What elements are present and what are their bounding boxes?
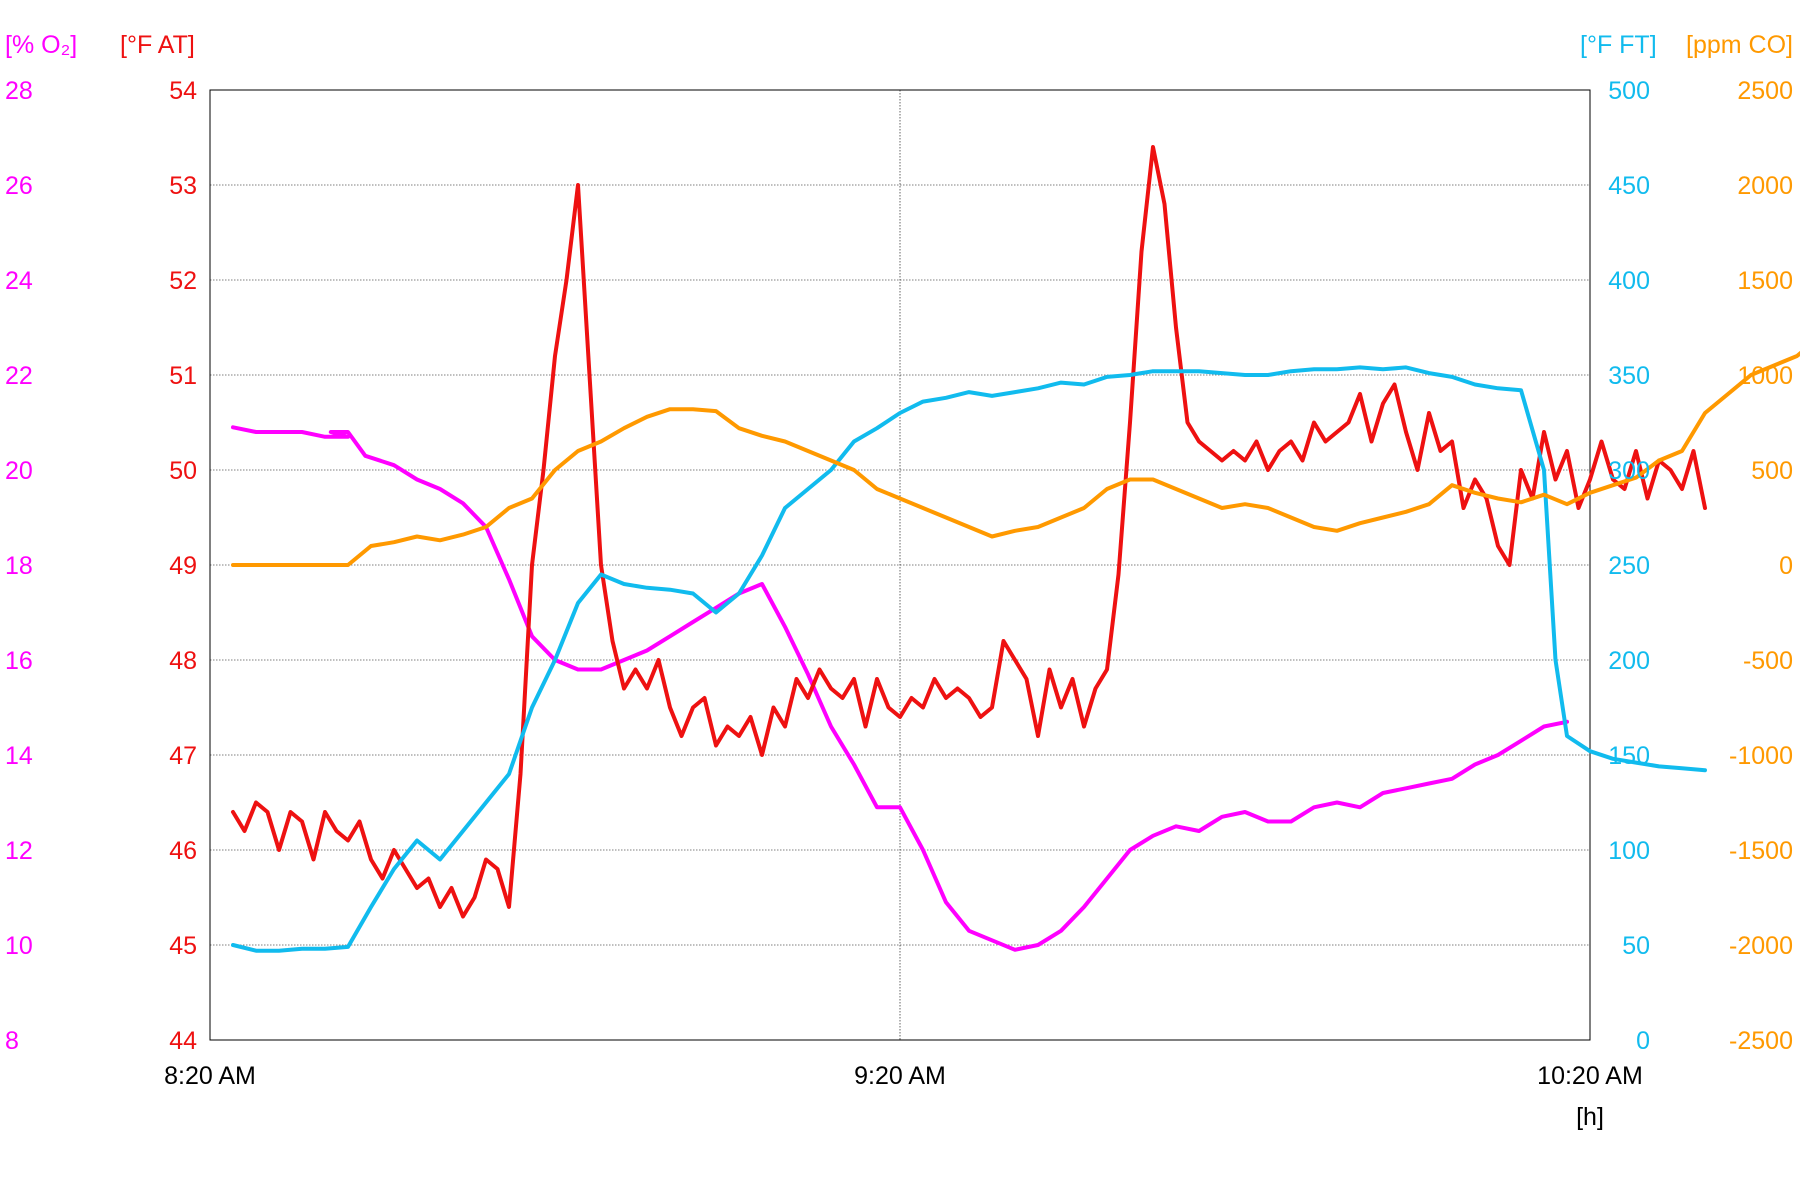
at-tick-label: 46	[169, 837, 197, 865]
at-tick-label: 49	[169, 552, 197, 580]
co-tick-label: -500	[1743, 647, 1793, 675]
o2-tick-label: 22	[5, 362, 33, 390]
at-tick-label: 44	[169, 1027, 197, 1055]
ft-tick-label: 100	[1608, 837, 1650, 865]
x-tick-label: 8:20 AM	[164, 1062, 256, 1090]
o2-tick-label: 26	[5, 172, 33, 200]
co-tick-label: 2500	[1737, 77, 1793, 105]
at-tick-label: 52	[169, 267, 197, 295]
ft-tick-label: 450	[1608, 172, 1650, 200]
co-tick-label: -2500	[1729, 1027, 1793, 1055]
o2-tick-label: 10	[5, 932, 33, 960]
co-tick-label: 1500	[1737, 267, 1793, 295]
ft-tick-label: 200	[1608, 647, 1650, 675]
o2-tick-label: 16	[5, 647, 33, 675]
o2-tick-label: 18	[5, 552, 33, 580]
o2-tick-label: 24	[5, 267, 33, 295]
at-tick-label: 53	[169, 172, 197, 200]
at-tick-label: 54	[169, 77, 197, 105]
o2-tick-label: 8	[5, 1027, 19, 1055]
at-tick-label: 51	[169, 362, 197, 390]
o2-series-line	[231, 425, 1569, 952]
o2-tick-label: 14	[5, 742, 33, 770]
at-tick-label: 50	[169, 457, 197, 485]
ft-tick-label: 400	[1608, 267, 1650, 295]
chart-grid	[210, 90, 1590, 1040]
at-tick-label: 47	[169, 742, 197, 770]
ft-tick-label: 250	[1608, 552, 1650, 580]
ft-axis-title: [°F FT]	[1580, 31, 1657, 59]
co-series-line	[231, 350, 1800, 567]
co-tick-label: 1000	[1737, 362, 1793, 390]
co-tick-label: 2000	[1737, 172, 1793, 200]
at-axis-title: [°F AT]	[120, 31, 195, 59]
series-layer	[231, 145, 1800, 953]
o2-axis-title: [% O₂]	[5, 31, 77, 59]
ft-tick-label: 300	[1608, 457, 1650, 485]
ft-tick-label: 150	[1608, 742, 1650, 770]
co-tick-label: 0	[1779, 552, 1793, 580]
axis-labels: 8 10 12 14 16 18 20 22 24 26 28 [% O₂] 44 45 46 47 48 49 5…	[5, 31, 1793, 1131]
ft-tick-label: 350	[1608, 362, 1650, 390]
co-tick-label: -1000	[1729, 742, 1793, 770]
co-axis-title: [ppm CO]	[1686, 31, 1793, 59]
x-unit-label: [h]	[1576, 1103, 1604, 1131]
plot-area	[209, 89, 1591, 1041]
o2-tick-label: 12	[5, 837, 33, 865]
o2-tick-label: 28	[5, 77, 33, 105]
at-tick-label: 48	[169, 647, 197, 675]
o2-tick-label: 20	[5, 457, 33, 485]
ft-tick-label: 0	[1636, 1027, 1650, 1055]
x-tick-label: 9:20 AM	[854, 1062, 946, 1090]
co-tick-label: -1500	[1729, 837, 1793, 865]
x-tick-label: 10:20 AM	[1537, 1062, 1643, 1090]
ft-series-line	[231, 365, 1707, 953]
co-tick-label: -2000	[1729, 932, 1793, 960]
ft-tick-label: 50	[1622, 932, 1650, 960]
at-tick-label: 45	[169, 932, 197, 960]
co-tick-label: 500	[1751, 457, 1793, 485]
ft-tick-label: 500	[1608, 77, 1650, 105]
